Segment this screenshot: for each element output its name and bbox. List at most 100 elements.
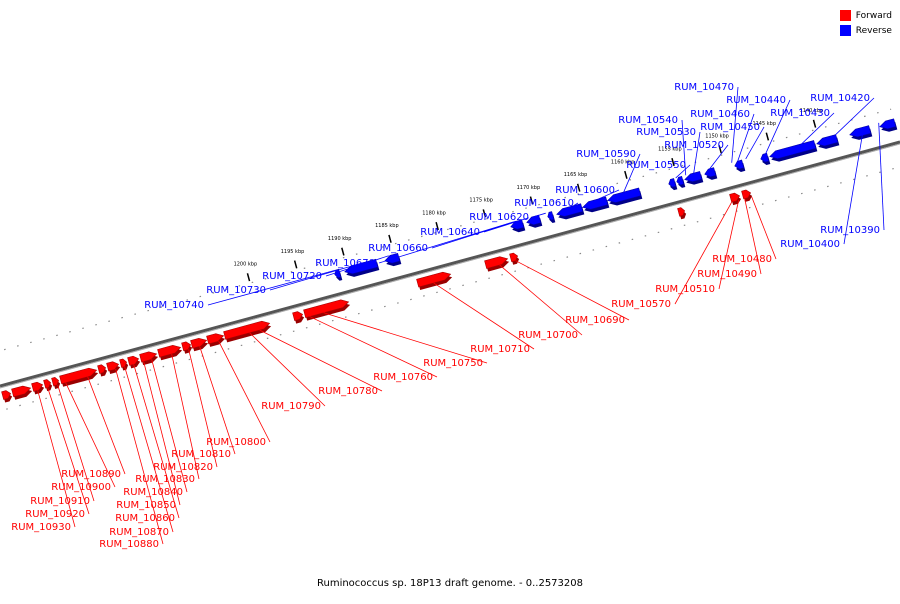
gene-leader-line bbox=[259, 329, 383, 392]
gene-label: RUM_10880 bbox=[99, 539, 159, 550]
forward-gene-arrow bbox=[416, 271, 452, 288]
gene-leader-line bbox=[483, 217, 529, 233]
map-caption: Ruminococcus sp. 18P13 draft genome. - 0… bbox=[316, 578, 583, 589]
gene-leader-line bbox=[843, 126, 865, 245]
legend-forward-label: Forward bbox=[855, 10, 892, 21]
reverse-gene-arrow bbox=[816, 134, 839, 147]
gene-leader-line bbox=[675, 164, 691, 179]
scale-tick-label: 1140 kbp bbox=[800, 108, 824, 114]
gene-leader-line bbox=[218, 341, 271, 443]
gene-leader-line bbox=[731, 86, 739, 163]
forward-gene-arrow bbox=[303, 299, 350, 319]
legend-forward-swatch bbox=[839, 10, 851, 21]
gene-leader-line bbox=[515, 260, 630, 321]
forward-gene-arrow bbox=[206, 333, 225, 345]
scale-tick bbox=[341, 247, 345, 256]
gene-label: RUM_10820 bbox=[153, 462, 213, 473]
scale-tick bbox=[765, 132, 770, 141]
gene-label: RUM_10530 bbox=[636, 127, 696, 138]
forward-gene-arrow bbox=[484, 256, 509, 269]
gene-label: RUM_10520 bbox=[664, 140, 724, 151]
gene-label: RUM_10440 bbox=[726, 95, 786, 106]
gene-label: RUM_10620 bbox=[469, 212, 529, 223]
reverse-gene-arrow bbox=[704, 167, 717, 178]
scale-tick-label: 1195 kbp bbox=[281, 249, 305, 255]
gene-label: RUM_10510 bbox=[655, 284, 715, 295]
gene-leader-line bbox=[199, 346, 236, 455]
gene-label: RUM_10670 bbox=[315, 258, 375, 269]
gene-label: RUM_10640 bbox=[420, 227, 480, 238]
scale-tick-label: 1185 kbp bbox=[375, 223, 399, 229]
reverse-gene-arrow bbox=[547, 211, 555, 221]
gene-leader-line bbox=[835, 97, 875, 135]
gene-leader-line bbox=[598, 189, 620, 200]
gene-label: RUM_10730 bbox=[206, 285, 266, 296]
gene-leader-line bbox=[765, 99, 791, 154]
forward-gene-arrow bbox=[729, 192, 741, 203]
gene-leader-line bbox=[532, 212, 546, 218]
forward-gene-arrow bbox=[59, 367, 98, 385]
reverse-gene-arrow bbox=[684, 171, 703, 182]
reverse-gene-arrow bbox=[734, 159, 745, 170]
reverse-gene-arrow bbox=[582, 196, 609, 210]
genome-backbone bbox=[0, 140, 900, 388]
legend-reverse: Reverse bbox=[839, 23, 892, 38]
gene-leader-line bbox=[433, 282, 535, 350]
forward-gene-arrow bbox=[223, 320, 271, 340]
forward-track-guide bbox=[6, 166, 900, 410]
scale-tick-label: 1190 kbp bbox=[328, 236, 352, 242]
scale-tick bbox=[293, 260, 298, 269]
gene-label: RUM_10610 bbox=[514, 198, 574, 209]
scale-tick-label: 1175 kbp bbox=[469, 198, 493, 204]
gene-label: RUM_10600 bbox=[555, 185, 615, 196]
gene-label: RUM_10840 bbox=[123, 487, 183, 498]
scale-tick bbox=[482, 209, 487, 218]
gene-label: RUM_10490 bbox=[697, 269, 757, 280]
gene-leader-line bbox=[323, 312, 488, 364]
gene-label: RUM_10470 bbox=[674, 82, 734, 93]
scale-tick-label: 1155 kbp bbox=[658, 147, 682, 153]
scale-tick bbox=[576, 183, 581, 192]
gene-leader-line bbox=[681, 119, 687, 176]
reverse-gene-arrow bbox=[607, 187, 642, 203]
reverse-gene-arrow bbox=[760, 152, 770, 163]
forward-gene-arrow bbox=[181, 341, 192, 352]
gene-label: RUM_10720 bbox=[262, 271, 322, 282]
gene-label: RUM_10900 bbox=[51, 482, 111, 493]
reverse-gene-arrow bbox=[676, 175, 685, 186]
legend-reverse-swatch bbox=[839, 25, 851, 36]
scale-tick bbox=[529, 196, 534, 205]
gene-leader-line bbox=[709, 144, 729, 169]
scale-tick bbox=[624, 170, 628, 179]
forward-gene-arrow bbox=[292, 311, 304, 321]
gene-leader-line bbox=[143, 361, 181, 506]
gene-label: RUM_10800 bbox=[206, 437, 266, 448]
gene-label: RUM_10690 bbox=[565, 315, 625, 326]
gene-leader-line bbox=[573, 202, 579, 206]
gene-label: RUM_10420 bbox=[810, 93, 870, 104]
reverse-gene-arrow bbox=[384, 252, 401, 264]
forward-gene-arrow bbox=[106, 361, 120, 372]
gene-leader-line bbox=[249, 332, 326, 407]
gene-label: RUM_10540 bbox=[618, 115, 678, 126]
gene-label: RUM_10700 bbox=[518, 330, 578, 341]
gene-label: RUM_10590 bbox=[576, 149, 636, 160]
scale-tick bbox=[388, 234, 392, 243]
gene-leader-line bbox=[65, 382, 116, 488]
forward-gene-arrow bbox=[509, 252, 518, 263]
gene-leader-line bbox=[309, 316, 438, 378]
gene-label: RUM_10890 bbox=[61, 469, 121, 480]
gene-label: RUM_10780 bbox=[318, 386, 378, 397]
genome-backbone-shadow bbox=[0, 143, 900, 389]
forward-gene-arrow bbox=[127, 355, 140, 366]
gene-label: RUM_10480 bbox=[712, 254, 772, 265]
gene-label: RUM_10850 bbox=[116, 500, 176, 511]
scale-tick bbox=[671, 158, 675, 167]
scale-tick bbox=[246, 273, 251, 282]
forward-gene-arrow bbox=[119, 358, 127, 368]
gene-label: RUM_10710 bbox=[470, 344, 530, 355]
forward-gene-arrow bbox=[1, 390, 12, 400]
gene-leader-line bbox=[269, 262, 364, 291]
gene-label: RUM_10660 bbox=[368, 243, 428, 254]
gene-label: RUM_10760 bbox=[373, 372, 433, 383]
